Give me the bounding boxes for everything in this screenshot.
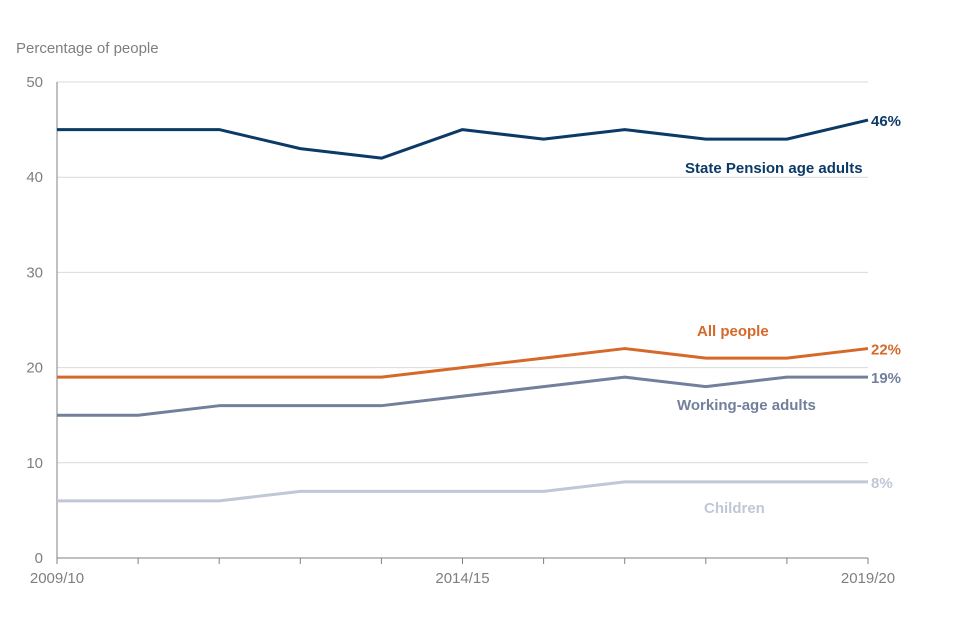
- y-tick-label: 0: [35, 550, 43, 567]
- series-label-all-people: All people: [697, 323, 769, 340]
- gridlines: [57, 81, 868, 464]
- y-tick-label: 30: [26, 264, 43, 281]
- series-label-children: Children: [704, 500, 765, 517]
- series-line-working-age-adults: [57, 375, 868, 417]
- series-lines: [57, 118, 869, 503]
- series-line-children: [57, 480, 868, 503]
- y-axis-ticks: 0 10 20 30 40 50: [26, 74, 43, 567]
- x-tick-label: 2014/15: [435, 570, 489, 587]
- end-value-label-working-age-adults: 19%: [871, 370, 901, 387]
- end-value-label-children: 8%: [871, 475, 893, 492]
- y-tick-label: 10: [26, 455, 43, 472]
- series-label-state-pension-age-adults: State Pension age adults: [685, 160, 863, 177]
- y-tick-label: 50: [26, 74, 43, 91]
- y-tick-label: 20: [26, 360, 43, 377]
- y-tick-label: 40: [26, 169, 43, 186]
- x-tick-label: 2019/20: [841, 570, 895, 587]
- end-value-label-all-people: 22%: [871, 342, 901, 359]
- x-axis: 2009/10 2014/15 2019/20: [30, 82, 895, 587]
- end-value-label-state-pension-age-adults: 46%: [871, 113, 901, 130]
- y-axis-title: Percentage of people: [16, 40, 159, 57]
- series-label-working-age-adults: Working-age adults: [677, 397, 816, 414]
- x-tick-label: 2009/10: [30, 570, 84, 587]
- series-line-state-pension-age-adults: [57, 118, 869, 160]
- series-labels: State Pension age adults 46% All people 22%…: [677, 113, 901, 517]
- series-line-all-people: [57, 347, 869, 379]
